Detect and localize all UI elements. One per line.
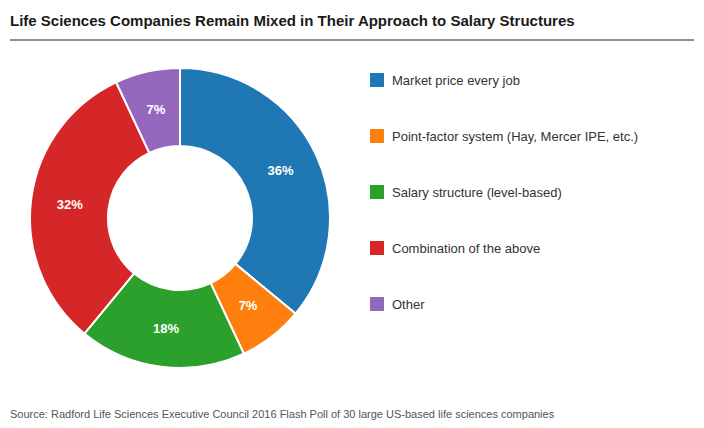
legend: Market price every job Point-factor syste…	[370, 73, 638, 312]
legend-swatch	[370, 73, 384, 87]
legend-swatch	[370, 241, 384, 255]
data-label: 36%	[267, 163, 293, 178]
slice	[116, 68, 180, 153]
data-label: 32%	[57, 197, 83, 212]
pie: 36% 7% 18% 32% 7%	[30, 68, 330, 368]
slice	[30, 82, 149, 333]
data-label: 18%	[153, 321, 179, 336]
legend-swatch	[370, 297, 384, 311]
legend-entry: Other	[392, 297, 425, 312]
title-rule	[10, 40, 694, 41]
legend-swatch	[370, 129, 384, 143]
chart: Life Sciences Companies Remain Mixed in …	[0, 0, 704, 428]
legend-entry: Market price every job	[392, 73, 520, 88]
data-label: 7%	[146, 102, 165, 117]
legend-swatch	[370, 185, 384, 199]
slice	[180, 68, 330, 314]
annotation: Source: Radford Life Sciences Executive …	[10, 408, 555, 420]
data-label: 7%	[239, 298, 258, 313]
title: Life Sciences Companies Remain Mixed in …	[10, 12, 575, 29]
legend-entry: Salary structure (level-based)	[392, 185, 562, 200]
legend-entry: Combination of the above	[392, 241, 540, 256]
legend-entry: Point-factor system (Hay, Mercer IPE, et…	[392, 129, 638, 144]
